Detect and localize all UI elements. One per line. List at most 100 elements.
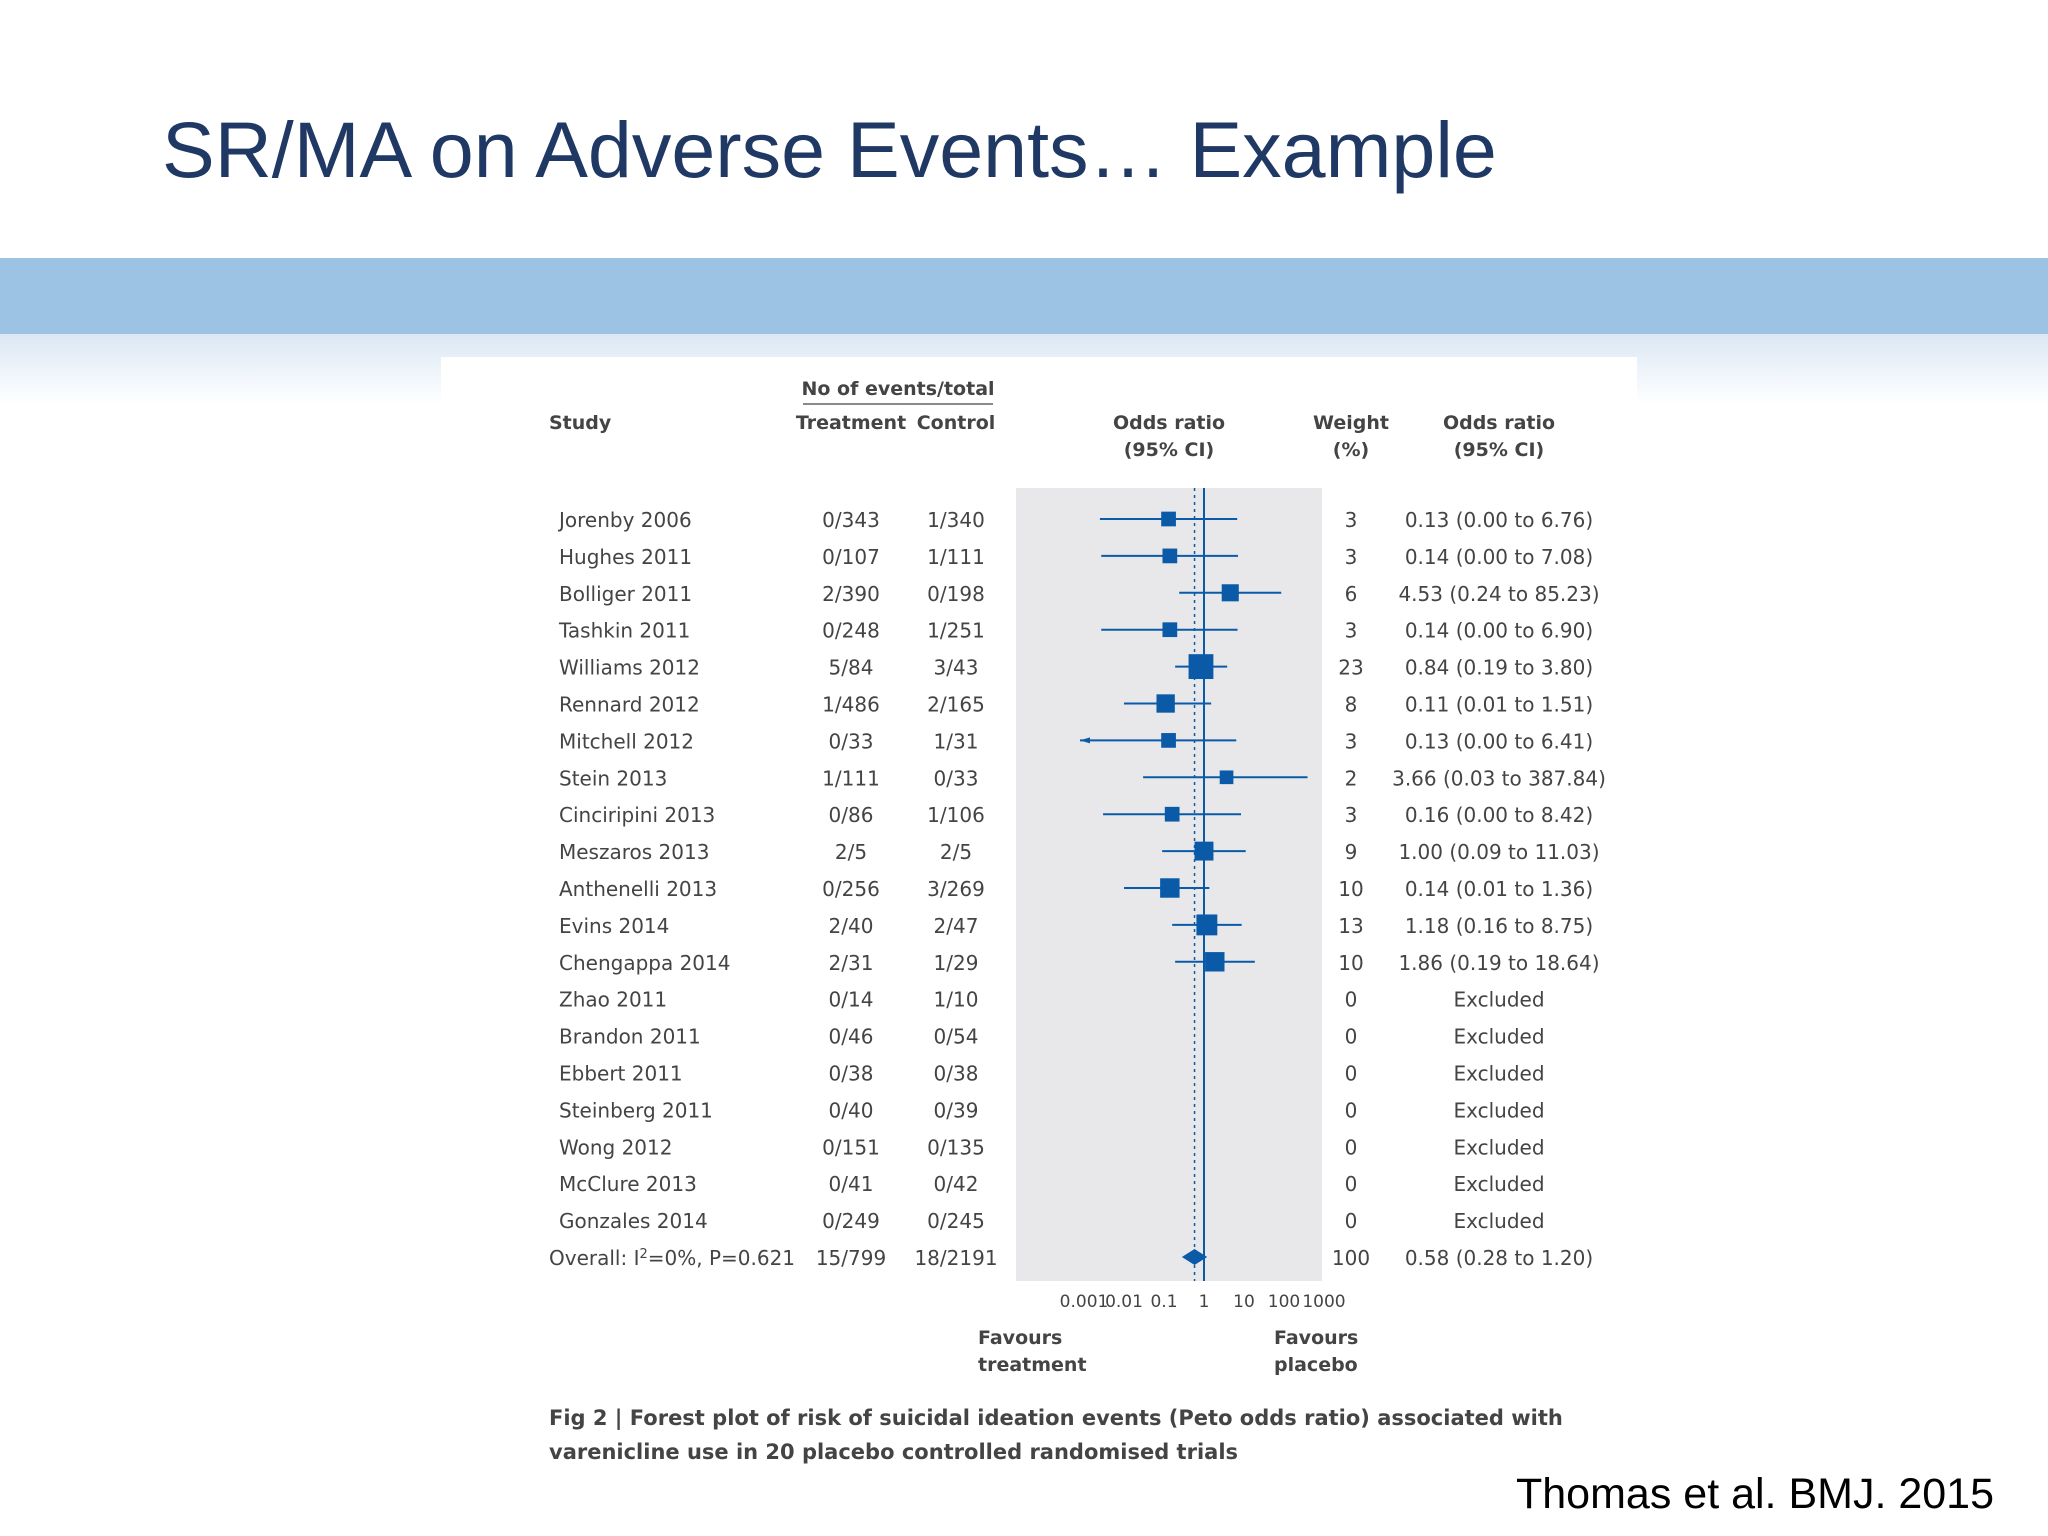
- ci-text: Excluded: [1453, 1025, 1544, 1049]
- control-events: 2/47: [934, 914, 979, 938]
- study-label: Meszaros 2013: [559, 840, 709, 864]
- effect-marker: [1205, 952, 1225, 972]
- title-band: [0, 258, 2048, 334]
- study-label: Tashkin 2011: [558, 619, 690, 643]
- treatment-events: 2/5: [835, 840, 867, 864]
- ci-text: 0.14 (0.00 to 6.90): [1405, 619, 1593, 643]
- forest-plot: No of events/total Study Treatment Control O…: [549, 378, 1606, 1464]
- effect-marker: [1196, 914, 1218, 936]
- effect-marker: [1164, 806, 1180, 822]
- favours-placebo-label: Favours: [1274, 1327, 1358, 1349]
- x-tick-label: 0.01: [1105, 1292, 1143, 1312]
- ci-text: Excluded: [1453, 988, 1544, 1012]
- ci-text: 1.86 (0.19 to 18.64): [1398, 951, 1599, 975]
- control-events: 0/42: [934, 1172, 979, 1196]
- ci-text: 4.53 (0.24 to 85.23): [1398, 582, 1599, 606]
- control-events: 1/111: [927, 545, 985, 569]
- ci-text: 0.16 (0.00 to 8.42): [1405, 803, 1593, 827]
- study-label: Ebbert 2011: [559, 1062, 683, 1086]
- treatment-events: 0/86: [829, 803, 874, 827]
- treatment-events: 5/84: [829, 656, 874, 680]
- header-treatment: Treatment: [796, 412, 906, 434]
- weight-value: 0: [1345, 1025, 1358, 1049]
- x-tick-label: 1000: [1302, 1292, 1345, 1312]
- weight-value: 8: [1345, 693, 1358, 717]
- header-ci-odds-ratio: Odds ratio: [1443, 412, 1555, 434]
- weight-value: 6: [1345, 582, 1358, 606]
- treatment-events: 0/38: [829, 1062, 874, 1086]
- ci-arrow: [1080, 737, 1090, 744]
- ci-text: 0.11 (0.01 to 1.51): [1405, 693, 1593, 717]
- ci-text: 1.00 (0.09 to 11.03): [1398, 840, 1599, 864]
- control-events: 3/269: [927, 877, 985, 901]
- treatment-events: 0/249: [822, 1209, 880, 1233]
- ci-text: Excluded: [1453, 1062, 1544, 1086]
- control-events: 0/38: [934, 1062, 979, 1086]
- treatment-events: 2/390: [822, 582, 880, 606]
- study-label: Hughes 2011: [559, 545, 692, 569]
- effect-marker: [1162, 622, 1178, 638]
- forest-plot-figure: No of events/total Study Treatment Control O…: [441, 357, 1637, 1477]
- control-events: 0/33: [934, 766, 979, 790]
- treatment-events: 0/248: [822, 619, 880, 643]
- figure-caption: Fig 2 | Forest plot of risk of suicidal …: [549, 1406, 1563, 1431]
- overall-treatment-events: 15/799: [816, 1246, 886, 1270]
- weight-value: 3: [1345, 508, 1358, 532]
- ci-text: 0.13 (0.00 to 6.76): [1405, 508, 1593, 532]
- study-label: Jorenby 2006: [557, 508, 692, 532]
- control-events: 1/31: [934, 729, 979, 753]
- treatment-events: 0/33: [829, 729, 874, 753]
- ci-text: Excluded: [1453, 1209, 1544, 1233]
- header-ci-label: (95% CI): [1454, 439, 1544, 461]
- effect-marker: [1194, 841, 1214, 861]
- weight-value: 0: [1345, 1172, 1358, 1196]
- treatment-events: 0/46: [829, 1025, 874, 1049]
- x-tick-label: 100: [1268, 1292, 1300, 1312]
- figure-caption: varenicline use in 20 placebo controlled…: [549, 1440, 1238, 1464]
- control-events: 3/43: [934, 656, 979, 680]
- treatment-events: 0/40: [829, 1098, 874, 1122]
- overall-control-events: 18/2191: [914, 1246, 997, 1270]
- effect-marker: [1162, 548, 1178, 564]
- weight-value: 13: [1338, 914, 1363, 938]
- header-weight-unit: (%): [1333, 439, 1369, 461]
- favours-treatment-label: Favours: [978, 1327, 1062, 1349]
- favours-placebo-label: placebo: [1274, 1354, 1358, 1376]
- control-events: 2/165: [927, 693, 985, 717]
- weight-value: 0: [1345, 1135, 1358, 1159]
- control-events: 0/245: [927, 1209, 985, 1233]
- header-events-group: No of events/total: [801, 378, 994, 400]
- weight-value: 3: [1345, 729, 1358, 753]
- weight-value: 0: [1345, 1098, 1358, 1122]
- header-weight: Weight: [1313, 412, 1389, 434]
- x-tick-label: 0.001: [1060, 1292, 1109, 1312]
- ci-text: Excluded: [1453, 1172, 1544, 1196]
- ci-text: 0.14 (0.01 to 1.36): [1405, 877, 1593, 901]
- effect-marker: [1161, 733, 1176, 748]
- favours-treatment-label: treatment: [978, 1354, 1087, 1376]
- study-label: McClure 2013: [559, 1172, 697, 1196]
- weight-value: 23: [1338, 656, 1363, 680]
- effect-marker: [1161, 511, 1176, 527]
- x-tick-label: 1: [1199, 1292, 1210, 1312]
- ci-text: Excluded: [1453, 1098, 1544, 1122]
- overall-diamond: [1181, 1249, 1208, 1265]
- treatment-events: 0/151: [822, 1135, 880, 1159]
- header-odds-ratio-ci: (95% CI): [1124, 439, 1214, 461]
- control-events: 1/29: [934, 951, 979, 975]
- study-label: Bolliger 2011: [559, 582, 692, 606]
- weight-value: 2: [1345, 766, 1358, 790]
- x-tick-label: 0.1: [1150, 1292, 1177, 1312]
- control-events: 1/10: [934, 988, 979, 1012]
- control-events: 0/198: [927, 582, 985, 606]
- study-label: Chengappa 2014: [559, 951, 730, 975]
- effect-marker: [1156, 694, 1175, 713]
- weight-value: 10: [1338, 951, 1363, 975]
- ci-text: 1.18 (0.16 to 8.75): [1405, 914, 1593, 938]
- control-events: 1/251: [927, 619, 985, 643]
- overall-label: Overall: I2=0%, P=0.621: [549, 1246, 795, 1270]
- treatment-events: 0/107: [822, 545, 880, 569]
- overall-ci-text: 0.58 (0.28 to 1.20): [1405, 1246, 1593, 1270]
- effect-marker: [1160, 878, 1180, 898]
- control-events: 0/54: [934, 1025, 979, 1049]
